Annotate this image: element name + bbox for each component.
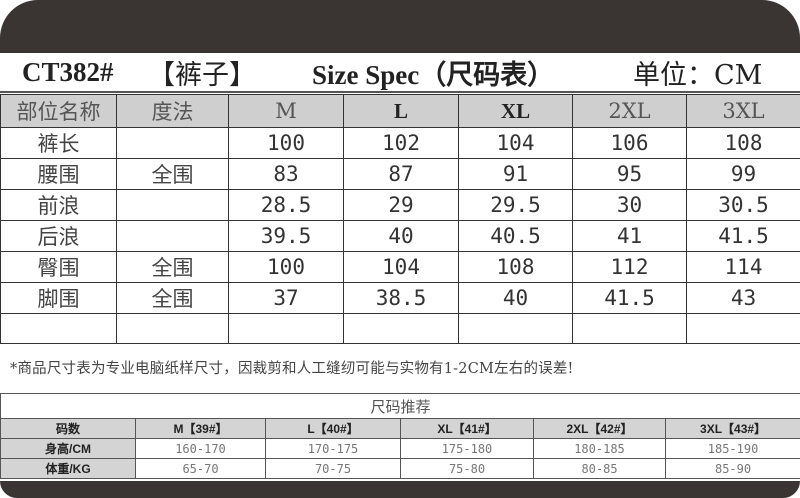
row-label-cell: 前浪 <box>0 189 117 221</box>
measurement-cell: 100 <box>228 251 344 283</box>
measurement-cell: 41 <box>572 220 687 252</box>
header-cell: 部位名称 <box>0 94 117 128</box>
header-cell: L【40#】 <box>265 418 401 439</box>
measurement-cell: 39.5 <box>228 220 344 252</box>
size-spec-table: 部位名称 度法 M L XL 2XL 3XL 裤长 100 102 104 106 108 腰围 全围 83 8… <box>0 94 800 344</box>
measurement-cell: 40 <box>343 220 459 252</box>
range-cell: 185-190 <box>664 438 800 459</box>
table-row: 前浪 28.5 29 29.5 30 30.5 <box>0 189 800 221</box>
measurement-cell: 102 <box>343 127 459 159</box>
table-row <box>0 313 800 344</box>
range-cell: 65-70 <box>135 458 266 479</box>
measurement-cell: 108 <box>458 251 573 283</box>
header-cell: 2XL【42#】 <box>533 418 666 439</box>
range-cell: 180-185 <box>533 438 666 459</box>
measurement-cell <box>686 313 800 344</box>
measurement-cell <box>458 313 573 344</box>
row-label-cell: 后浪 <box>0 220 117 252</box>
header-cell: 度法 <box>116 94 229 128</box>
measurement-cell <box>343 313 459 344</box>
measurement-cell: 95 <box>572 158 687 190</box>
row-label-cell <box>0 313 117 344</box>
measurement-cell: 100 <box>228 127 344 159</box>
table-row: 臀围 全围 100 104 108 112 114 <box>0 251 800 283</box>
measurement-cell: 87 <box>343 158 459 190</box>
range-cell: 85-90 <box>664 458 800 479</box>
product-category: 【裤子】 <box>148 59 256 91</box>
header-cell: 3XL <box>686 94 800 128</box>
table-row: 裤长 100 102 104 106 108 <box>0 127 800 159</box>
table-row: 腰围 全围 83 87 91 95 99 <box>0 158 800 190</box>
measurement-cell: 99 <box>686 158 800 190</box>
measurement-cell: 40.5 <box>458 220 573 252</box>
measurement-cell: 43 <box>686 282 800 314</box>
header-row: 码数 M【39#】 L【40#】 XL【41#】 2XL【42#】 3XL【43#】 <box>0 418 800 439</box>
header-cell: 3XL【43#】 <box>664 418 800 439</box>
measurement-cell: 37 <box>228 282 344 314</box>
header-cell: XL【41#】 <box>400 418 534 439</box>
table-row: 脚围 全围 37 38.5 40 41.5 43 <box>0 282 800 314</box>
row-label-cell: 臀围 <box>0 251 117 283</box>
row-label-cell: 全围 <box>116 158 229 190</box>
bottom-band <box>0 481 800 498</box>
row-label-cell: 全围 <box>116 282 229 314</box>
top-band <box>0 0 800 53</box>
size-spec-title: Size Spec（尺码表） <box>312 59 555 90</box>
header-row: 部位名称 度法 M L XL 2XL 3XL <box>0 94 800 128</box>
row-label-cell <box>116 127 229 159</box>
measurement-cell: 41.5 <box>686 220 800 252</box>
header-cell: M【39#】 <box>135 418 266 439</box>
range-cell: 80-85 <box>533 458 666 479</box>
unit-label: 单位：CM <box>633 59 763 91</box>
header-cell: 2XL <box>572 94 687 128</box>
measurement-cell: 30 <box>572 189 687 221</box>
measurement-cell: 28.5 <box>228 189 344 221</box>
row-label-cell: 腰围 <box>0 158 117 190</box>
range-cell: 160-170 <box>135 438 266 459</box>
range-cell: 75-80 <box>400 458 534 479</box>
measurement-cell: 38.5 <box>343 282 459 314</box>
header-cell: 码数 <box>0 418 136 439</box>
header-cell: L <box>343 94 459 128</box>
range-cell: 175-180 <box>400 438 534 459</box>
measurement-cell: 41.5 <box>572 282 687 314</box>
header-cell: M <box>228 94 344 128</box>
disclaimer-note: *商品尺寸表为专业电脑纸样尺寸，因裁剪和人工缝纫可能与实物有1-2CM左右的误差… <box>10 361 574 377</box>
measurement-cell <box>572 313 687 344</box>
measurement-cell: 40 <box>458 282 573 314</box>
size-recommendation-table: 尺码推荐 码数 M【39#】 L【40#】 XL【41#】 2XL【42#】 3XL【43… <box>0 393 800 479</box>
measurement-cell: 106 <box>572 127 687 159</box>
row-label-cell <box>116 220 229 252</box>
measurement-cell <box>228 313 344 344</box>
table-row: 后浪 39.5 40 40.5 41 41.5 <box>0 220 800 252</box>
row-label-cell: 脚围 <box>0 282 117 314</box>
measurement-cell: 112 <box>572 251 687 283</box>
recommendation-caption: 尺码推荐 <box>0 393 800 419</box>
table-row: 体重/KG 65-70 70-75 75-80 80-85 85-90 <box>0 458 800 479</box>
measurement-cell: 29 <box>343 189 459 221</box>
measurement-cell: 30.5 <box>686 189 800 221</box>
range-cell: 170-175 <box>265 438 401 459</box>
chart-title: CT382# 【裤子】 Size Spec（尺码表） 单位：CM <box>0 53 800 93</box>
range-cell: 70-75 <box>265 458 401 479</box>
header-cell: XL <box>458 94 573 128</box>
measurement-cell: 83 <box>228 158 344 190</box>
measurement-cell: 108 <box>686 127 800 159</box>
measurement-cell: 104 <box>458 127 573 159</box>
table-row: 身高/CM 160-170 170-175 175-180 180-185 185-190 <box>0 438 800 459</box>
row-label-cell <box>116 313 229 344</box>
measurement-cell: 104 <box>343 251 459 283</box>
row-label-cell <box>116 189 229 221</box>
row-label-cell: 体重/KG <box>0 458 136 479</box>
row-label-cell: 裤长 <box>0 127 117 159</box>
measurement-cell: 114 <box>686 251 800 283</box>
row-label-cell: 身高/CM <box>0 438 136 459</box>
product-code: CT382# <box>22 56 114 87</box>
row-label-cell: 全围 <box>116 251 229 283</box>
measurement-cell: 91 <box>458 158 573 190</box>
measurement-cell: 29.5 <box>458 189 573 221</box>
